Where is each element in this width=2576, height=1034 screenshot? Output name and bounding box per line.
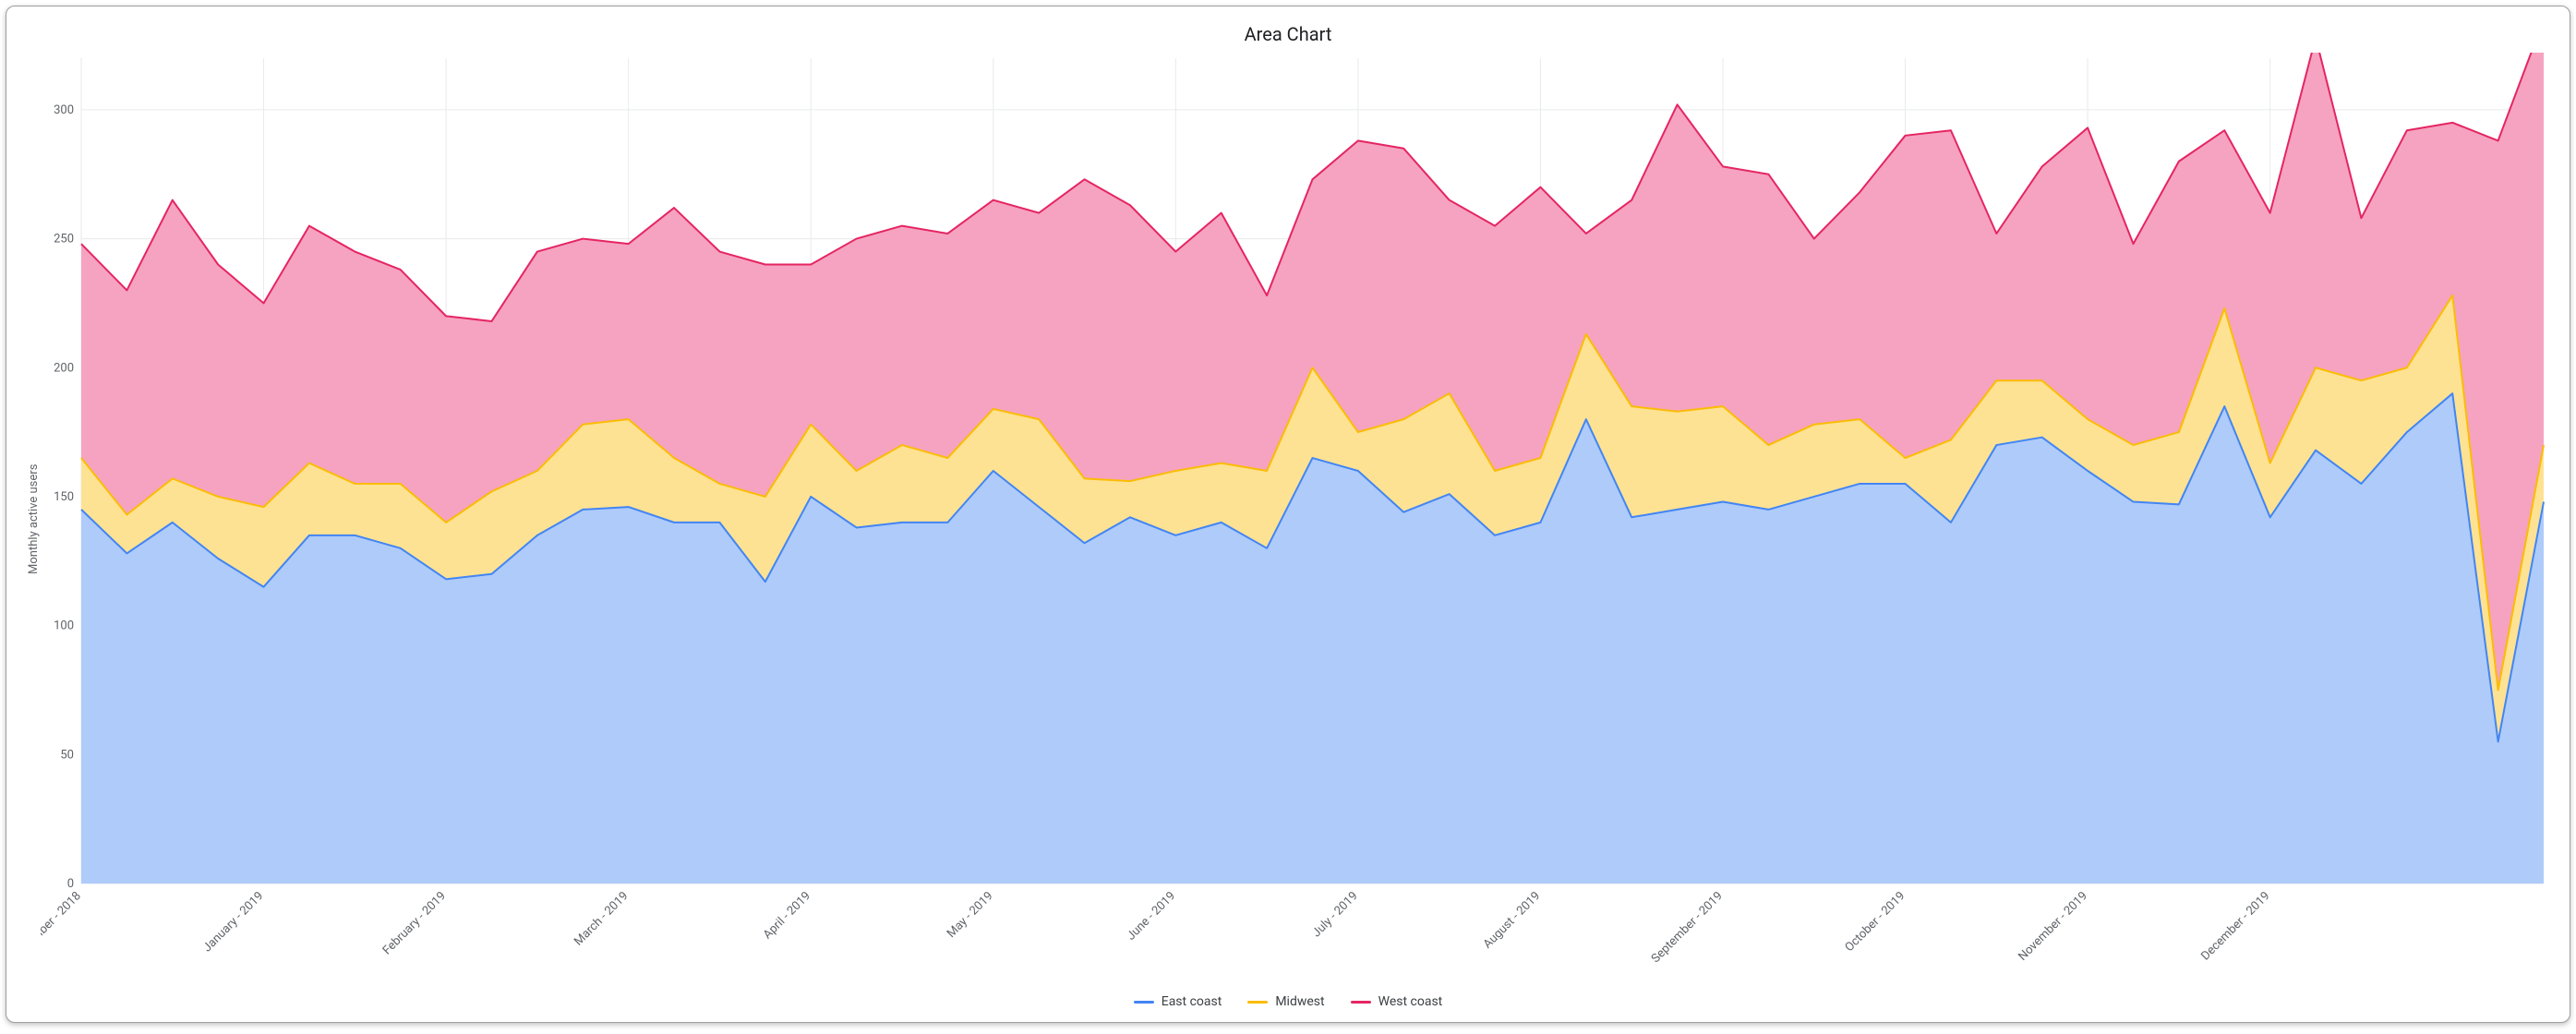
svg-text:April - 2019: April - 2019 (761, 889, 813, 942)
svg-text:March - 2019: March - 2019 (572, 889, 631, 948)
svg-text:100: 100 (54, 619, 74, 633)
svg-text:150: 150 (54, 490, 74, 504)
svg-text:May - 2019: May - 2019 (945, 889, 996, 941)
chart-title: Area Chart (23, 23, 2553, 45)
legend-item-east-coast: East coast (1134, 994, 1222, 1009)
svg-text:June - 2019: June - 2019 (1125, 889, 1178, 943)
svg-text:200: 200 (54, 361, 74, 375)
legend-label: Midwest (1275, 994, 1324, 1009)
svg-text:August - 2019: August - 2019 (1481, 889, 1543, 951)
svg-text:January - 2019: January - 2019 (200, 889, 266, 955)
svg-text:50: 50 (60, 748, 74, 762)
legend-label: West coast (1378, 994, 1443, 1009)
legend-item-west-coast: West coast (1351, 994, 1443, 1009)
chart-area: Monthly active users 0 50 100 150 200 250 300 D… (23, 53, 2553, 985)
legend-swatch-midwest (1247, 1001, 1268, 1004)
plot-region: 0 50 100 150 200 250 300 December - 2018 January… (41, 53, 2553, 985)
legend-item-midwest: Midwest (1247, 994, 1324, 1009)
svg-text:250: 250 (54, 233, 74, 246)
legend-label: East coast (1162, 994, 1222, 1009)
svg-text:October - 2019: October - 2019 (1843, 889, 1908, 955)
svg-text:300: 300 (54, 103, 74, 117)
svg-text:February - 2019: February - 2019 (380, 889, 449, 957)
chart-svg: 0 50 100 150 200 250 300 December - 2018 January… (41, 53, 2553, 985)
legend: East coast Midwest West coast (23, 985, 2553, 1011)
svg-text:November - 2019: November - 2019 (2016, 889, 2090, 964)
chart-card: Area Chart Monthly active users 0 50 100 15… (6, 6, 2570, 1023)
svg-text:December - 2019: December - 2019 (2198, 889, 2272, 963)
y-axis-label: Monthly active users (23, 53, 41, 985)
svg-text:December - 2018: December - 2018 (41, 889, 84, 963)
svg-text:July - 2019: July - 2019 (1310, 889, 1361, 940)
svg-text:September - 2019: September - 2019 (1649, 889, 1726, 966)
legend-swatch-east-coast (1134, 1001, 1154, 1004)
svg-text:0: 0 (67, 877, 74, 891)
legend-swatch-west-coast (1351, 1001, 1371, 1004)
